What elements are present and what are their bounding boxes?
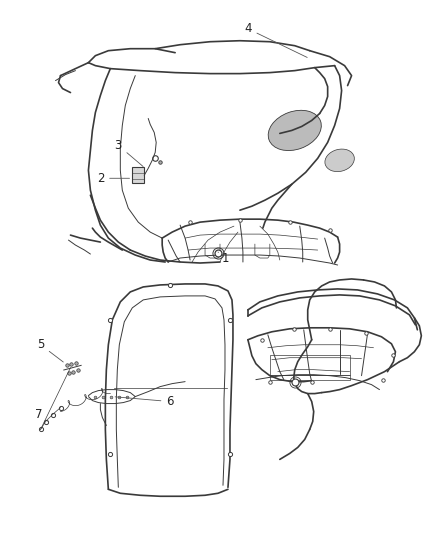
Ellipse shape [325,149,354,172]
Bar [270,375,350,379]
Text: 5: 5 [37,338,63,362]
Text: 4: 4 [244,22,307,58]
Bar [132,167,144,183]
Bar [270,355,350,375]
Ellipse shape [268,110,321,150]
Text: 6: 6 [115,395,174,408]
Text: 3: 3 [115,139,143,166]
Text: 1: 1 [218,252,229,264]
Text: 7: 7 [35,408,49,422]
Text: 2: 2 [97,172,130,185]
